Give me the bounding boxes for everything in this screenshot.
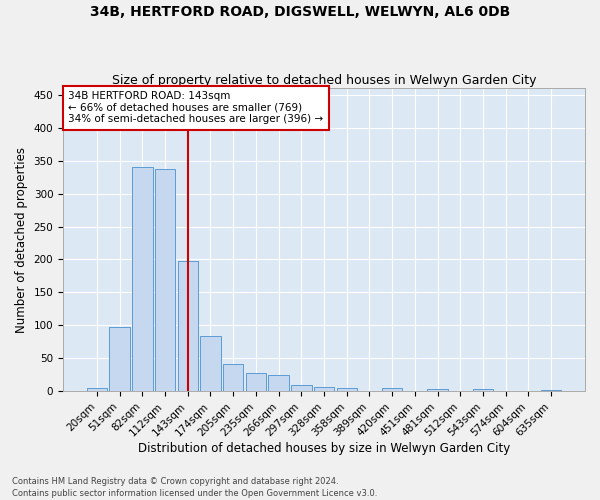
Bar xyxy=(109,326,130,392)
Bar xyxy=(87,388,107,392)
Y-axis label: Number of detached properties: Number of detached properties xyxy=(15,146,28,332)
Bar xyxy=(541,390,561,392)
X-axis label: Distribution of detached houses by size in Welwyn Garden City: Distribution of detached houses by size … xyxy=(138,442,510,455)
Bar xyxy=(314,386,334,392)
Bar xyxy=(223,364,244,392)
Bar xyxy=(337,388,357,392)
Text: 34B, HERTFORD ROAD, DIGSWELL, WELWYN, AL6 0DB: 34B, HERTFORD ROAD, DIGSWELL, WELWYN, AL… xyxy=(90,5,510,19)
Bar xyxy=(291,384,311,392)
Bar xyxy=(200,336,221,392)
Bar xyxy=(268,375,289,392)
Bar xyxy=(427,388,448,392)
Bar xyxy=(155,169,175,392)
Bar xyxy=(178,262,198,392)
Bar xyxy=(473,388,493,392)
Text: Contains HM Land Registry data © Crown copyright and database right 2024.
Contai: Contains HM Land Registry data © Crown c… xyxy=(12,476,377,498)
Title: Size of property relative to detached houses in Welwyn Garden City: Size of property relative to detached ho… xyxy=(112,74,536,87)
Bar xyxy=(382,388,403,392)
Bar xyxy=(132,167,152,392)
Text: 34B HERTFORD ROAD: 143sqm
← 66% of detached houses are smaller (769)
34% of semi: 34B HERTFORD ROAD: 143sqm ← 66% of detac… xyxy=(68,91,323,124)
Bar xyxy=(245,373,266,392)
